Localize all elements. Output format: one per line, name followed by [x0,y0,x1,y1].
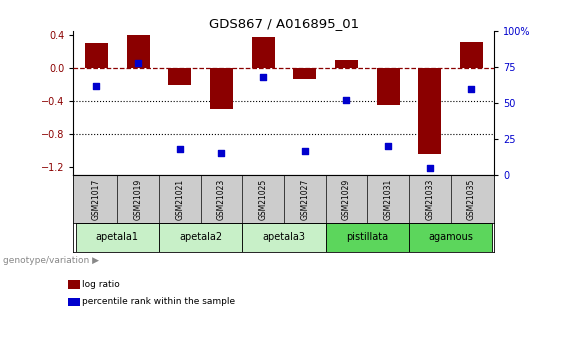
Text: GSM21033: GSM21033 [425,178,434,220]
Point [342,97,351,103]
Bar [210,68,233,109]
Text: apetala2: apetala2 [179,233,222,243]
Bar [251,37,275,68]
Bar [293,68,316,79]
Bar [325,223,409,252]
Point [467,86,476,91]
Point [133,60,142,66]
Bar [85,43,108,68]
Text: GSM21035: GSM21035 [467,178,476,220]
Title: GDS867 / A016895_01: GDS867 / A016895_01 [209,17,359,30]
Point [300,148,309,153]
Text: GSM21023: GSM21023 [217,178,226,220]
Bar [335,60,358,68]
Text: log ratio: log ratio [82,280,120,289]
Text: pistillata: pistillata [346,233,388,243]
Bar [377,68,399,105]
Bar [159,223,242,252]
Text: GSM21017: GSM21017 [92,178,101,220]
Text: GSM21025: GSM21025 [259,178,268,220]
Bar [418,68,441,155]
Point [175,146,184,152]
Text: apetala3: apetala3 [262,233,306,243]
Text: apetala1: apetala1 [95,233,139,243]
Bar [168,68,191,85]
Point [384,144,393,149]
Text: GSM21029: GSM21029 [342,178,351,220]
Point [425,165,434,171]
Text: GSM21021: GSM21021 [175,178,184,220]
Text: GSM21031: GSM21031 [384,178,393,220]
Text: GSM21019: GSM21019 [133,178,142,220]
Point [217,151,226,156]
Text: percentile rank within the sample: percentile rank within the sample [82,297,235,306]
Bar [127,35,150,68]
Text: agamous: agamous [428,233,473,243]
Text: genotype/variation ▶: genotype/variation ▶ [3,256,99,265]
Bar [242,223,325,252]
Bar [460,42,483,68]
Point [259,75,268,80]
Bar [409,223,492,252]
Text: GSM21027: GSM21027 [300,178,309,220]
Bar [76,223,159,252]
Point [92,83,101,89]
